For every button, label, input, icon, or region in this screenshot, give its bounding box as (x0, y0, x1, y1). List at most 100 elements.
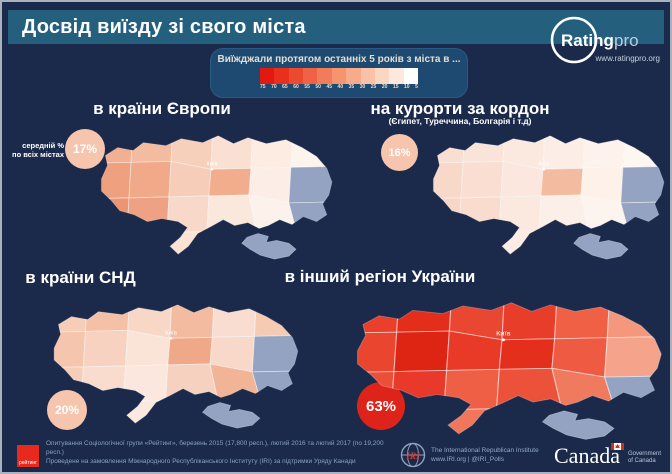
average-badge-europe: 17% (65, 129, 105, 169)
map-region (540, 167, 584, 197)
map-region (208, 167, 252, 197)
average-badge-cis: 20% (47, 390, 87, 430)
footer-survey-line1: Опитування Соціологічної групи «Рейтинг»… (46, 440, 384, 456)
kyiv-city-label: Київ (496, 331, 511, 337)
logo-url: www.ratingpro.org (595, 54, 660, 63)
panel-title-cis: в країни СНД (25, 268, 136, 287)
legend-tick-labels: 75 70 65 60 55 50 45 40 35 30 25 20 15 10 5 (260, 84, 418, 90)
map-region (128, 161, 172, 199)
legend-color-block (360, 68, 375, 84)
map-region (257, 397, 298, 424)
kyiv-city-label: Київ (165, 331, 177, 337)
legend-tick-label: 5 (415, 84, 418, 90)
map-region (460, 161, 504, 199)
legend-color-block (331, 68, 347, 84)
footer-survey-text: Опитування Соціологічної групи «Рейтинг»… (46, 439, 398, 466)
map-region (462, 135, 506, 163)
kyiv-city-dot (169, 337, 173, 340)
legend-tick-label: 15 (392, 84, 399, 90)
map-region (620, 165, 664, 204)
map-region (101, 233, 128, 255)
panel-title-ukraine-region: в інший регіон України (284, 267, 476, 286)
legend-tick-label: 20 (381, 84, 388, 90)
legend-box: Виїжджали протягом останніх 5 років з мі… (210, 48, 468, 98)
canada-flag-icon (610, 443, 624, 450)
canada-wordmark: Canada (554, 443, 624, 468)
page-title: Досвід виїзду зі свого міста (22, 16, 306, 38)
map-region (167, 336, 213, 366)
map-region (251, 334, 298, 373)
iri-abbr: IRI (405, 452, 420, 462)
map-region (357, 302, 400, 334)
iri-name: The International Republican Institute (431, 447, 539, 454)
legend-tick-label: 75 (260, 84, 266, 90)
ukraine-map-cis: Київ (40, 287, 300, 435)
map-region (390, 370, 448, 412)
ratingpro-logo: Rating pro www.ratingpro.org (548, 14, 664, 68)
map-region (498, 338, 556, 370)
map-region (126, 196, 170, 234)
map-region (54, 366, 84, 404)
average-label-line1: середній % (22, 141, 64, 150)
legend-tick-label: 50 (315, 84, 321, 90)
map-region (288, 201, 332, 230)
crimea-region-nodata (541, 410, 615, 440)
ukraine-outline (357, 302, 662, 435)
map-region (620, 201, 664, 230)
iri-contacts: www.IRI.org | @IRI_Polls (431, 456, 504, 463)
legend-color-block (288, 68, 304, 84)
map-region (498, 195, 542, 233)
legend-color-block (274, 68, 289, 84)
ukraine-map-europe: Київ (88, 118, 334, 266)
header-band: Досвід виїзду зі свого міста (8, 10, 664, 44)
map-region (54, 304, 89, 333)
legend-tick-label: 35 (348, 84, 355, 90)
legend-color-block (389, 68, 404, 84)
crimea-region-nodata (573, 233, 629, 260)
canada-wordmark-text: Canada (554, 443, 620, 468)
rating-group-logo: рейтинг (17, 445, 39, 467)
panel-title-europe: в країни Європи (93, 99, 231, 118)
map-region (288, 165, 332, 204)
canada-gov-line1: Government (627, 451, 661, 457)
kyiv-city-label: Київ (539, 161, 550, 167)
legend-title: Виїжджали протягом останніх 5 років з мі… (217, 54, 461, 65)
legend-color-block (260, 68, 275, 84)
map-region (538, 194, 589, 232)
average-label: середній % по всіх містах (10, 141, 64, 159)
legend-tick-label: 60 (293, 84, 299, 90)
footer: рейтинг Опитування Соціологічної групи «… (2, 440, 670, 472)
legend-tick-label: 10 (404, 84, 410, 90)
ukraine-map-resorts: Київ (420, 118, 666, 266)
map-region (433, 233, 460, 255)
logo-circle-icon (550, 16, 598, 64)
map-region (122, 400, 174, 424)
map-region (54, 330, 86, 369)
legend-tick-label: 25 (370, 84, 377, 90)
ukraine-map-ukraine-region: Київ (340, 283, 664, 447)
rating-group-logo-text: рейтинг (18, 460, 38, 466)
map-region (251, 370, 298, 399)
map-region (293, 228, 332, 255)
ukraine-outline (432, 135, 665, 255)
legend-color-block (374, 68, 390, 84)
panel-title-resorts: на курорти за кордон (370, 99, 550, 118)
legend-tick-label: 40 (337, 84, 344, 90)
kyiv-city-label: Київ (207, 161, 218, 167)
map-region (166, 231, 215, 255)
map-region (433, 197, 462, 235)
map-region (498, 231, 547, 255)
ukraine-outline (53, 304, 299, 424)
kyiv-city-dot (542, 168, 546, 171)
map-region (582, 135, 626, 169)
map-region (396, 302, 453, 333)
map-region (443, 368, 500, 411)
map-region (78, 401, 132, 424)
map-region (130, 135, 174, 163)
iri-text: The International Republican Institute w… (431, 446, 539, 464)
map-region (166, 195, 210, 233)
legend-color-scale (260, 68, 418, 84)
kyiv-city-dot (210, 168, 214, 171)
legend-color-block (346, 68, 361, 84)
map-region (433, 135, 466, 164)
